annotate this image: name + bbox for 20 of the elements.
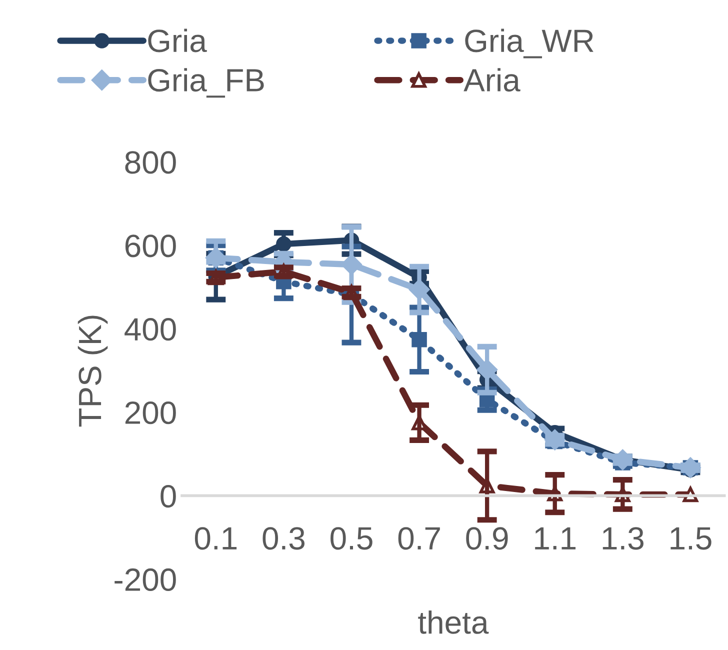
y-tick-label: -200: [114, 568, 176, 592]
x-tick-label: 0.1: [194, 527, 237, 550]
legend-label: Gria_FB: [148, 68, 264, 98]
x-tick-label: 1.1: [535, 527, 576, 550]
y-tick-label: 400: [124, 318, 176, 341]
x-tick-label: 0.9: [466, 527, 508, 550]
x-tick-label: 0.5: [330, 527, 372, 550]
x-tick-label: 0.7: [398, 527, 440, 550]
legend-label: Aria: [464, 68, 520, 92]
y-axis-title: TPS (K): [78, 316, 108, 427]
x-axis-title: theta: [418, 610, 489, 634]
y-tick-label: 600: [125, 234, 176, 258]
x-tick-label: 1.5: [670, 527, 712, 550]
x-tick-label: 1.3: [602, 527, 644, 550]
y-tick-label: 0: [160, 484, 176, 508]
y-tick-label: 800: [125, 151, 176, 174]
y-tick-label: 200: [125, 402, 176, 424]
x-tick-label: 0.3: [262, 527, 304, 550]
legend-label: Gria_WR: [465, 28, 594, 58]
legend-label: Gria: [148, 28, 207, 52]
